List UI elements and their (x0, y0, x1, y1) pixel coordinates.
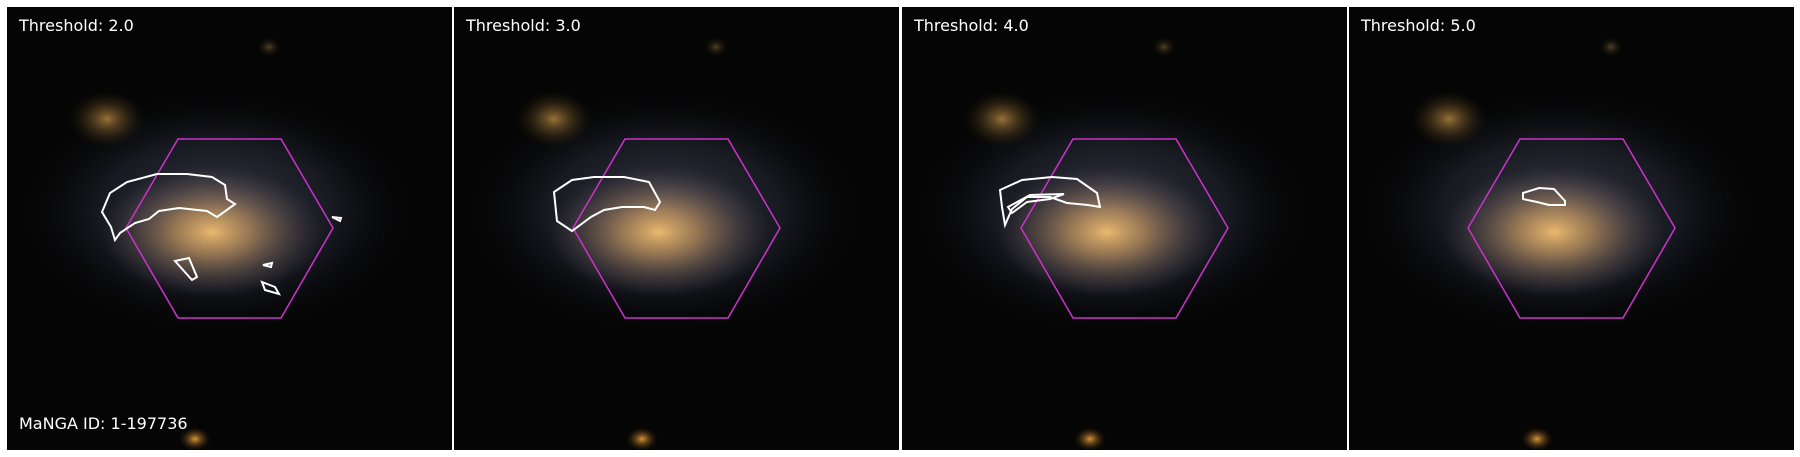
foreground-star (1411, 91, 1487, 147)
galaxy-image (7, 7, 452, 450)
contour-lines (1522, 186, 1566, 206)
threshold-label: Threshold: 5.0 (1361, 16, 1476, 35)
galaxy-panel-threshold-4: Threshold: 4.0 (902, 7, 1347, 450)
threshold-label: Threshold: 2.0 (19, 16, 134, 35)
galaxy-image (454, 7, 899, 450)
contour-lines (552, 176, 662, 233)
ifu-hexagon (1467, 138, 1676, 319)
galaxy-panel-threshold-5: Threshold: 5.0 (1349, 7, 1794, 450)
galaxy-panel-threshold-3: Threshold: 3.0 (454, 7, 899, 450)
ifu-hexagon (572, 138, 781, 319)
foreground-star (69, 91, 145, 147)
contour-lines (100, 173, 343, 296)
galaxy-image (902, 7, 1347, 450)
contour-lines (998, 175, 1102, 229)
galaxy-image (1349, 7, 1794, 450)
galaxy-panel-threshold-2: Threshold: 2.0 MaNGA ID: 1-197736 (7, 7, 452, 450)
manga-id-label: MaNGA ID: 1-197736 (19, 414, 188, 433)
foreground-star (516, 91, 592, 147)
threshold-label: Threshold: 4.0 (914, 16, 1029, 35)
foreground-star (964, 91, 1040, 147)
ifu-hexagon (1020, 138, 1229, 319)
threshold-label: Threshold: 3.0 (466, 16, 581, 35)
